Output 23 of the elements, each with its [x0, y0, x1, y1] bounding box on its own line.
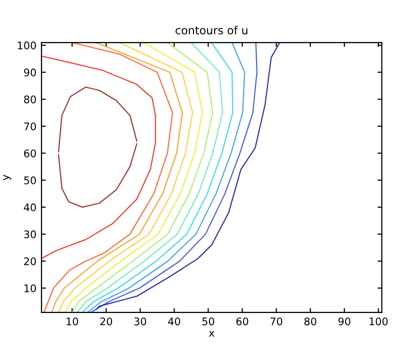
x-tick-label: 20 — [100, 317, 112, 326]
y-tick-label: 100 — [18, 42, 36, 50]
y-tick-label: 80 — [24, 95, 36, 104]
y-tick-label: 30 — [24, 230, 36, 238]
x-axis-title: x — [208, 330, 214, 337]
y-tick-label: 40 — [24, 203, 36, 212]
x-tick-label: 70 — [270, 317, 282, 326]
y-tick-label: 10 — [24, 284, 36, 292]
x-tick-label: 100 — [370, 317, 388, 326]
x-tick-label: 80 — [304, 317, 316, 326]
y-tick-label: 50 — [24, 176, 36, 184]
x-tick-label: 40 — [168, 317, 180, 326]
x-tick-label: 60 — [236, 317, 248, 326]
x-tick-label: 30 — [134, 317, 146, 326]
x-tick-label: 50 — [202, 317, 214, 326]
chart-title: contours of u — [176, 26, 248, 34]
y-tick-label: 60 — [24, 149, 36, 158]
y-tick-label: 70 — [24, 122, 36, 130]
y-axis-title: y — [3, 174, 12, 180]
y-tick-label: 20 — [24, 257, 36, 266]
x-tick-label: 90 — [338, 317, 350, 326]
x-tick-label: 10 — [66, 317, 78, 326]
y-tick-label: 90 — [24, 68, 36, 76]
